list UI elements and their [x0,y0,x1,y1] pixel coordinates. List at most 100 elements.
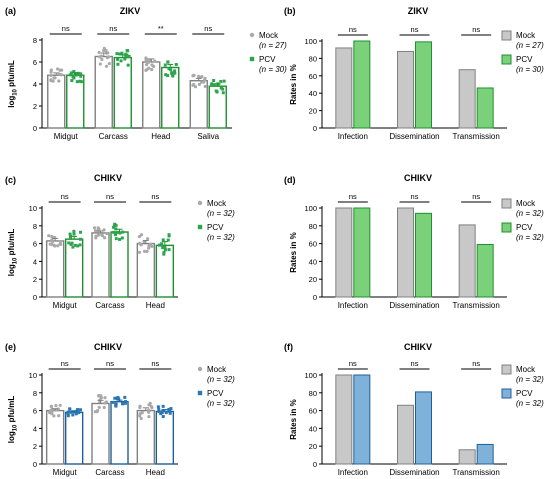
data-point-pcv [124,52,128,56]
x-tick-label: Midgut [53,468,78,477]
x-tick-label: Carcass [95,301,124,310]
legend-marker-mock [197,200,203,206]
data-point-pcv [167,407,171,411]
data-point-pcv [161,404,165,408]
y-tick-label: 2 [33,275,37,284]
legend-swatch-pcv [501,54,512,65]
data-point-mock [53,244,57,248]
x-tick-label: Head [146,301,165,310]
data-point-pcv [173,71,177,75]
legend-swatch-mock [501,364,512,375]
y-tick-label: 8 [33,389,37,398]
data-point-mock [147,246,151,250]
y-tick-label: 40 [309,257,317,266]
panel-f: (f) CHIKV 0 20 40 60 80 100 Rates in % Infection n… [284,342,544,477]
significance-label: ns [106,192,114,201]
legend-label: Mock [207,365,227,374]
data-point-pcv [124,55,128,59]
panel-b: (b) ZIKV 0 20 40 60 80 100 Rates in % Infection ns… [284,6,544,141]
bar-pcv-infection [353,40,371,129]
data-point-mock [203,84,207,89]
data-point-pcv [210,83,214,87]
chart-title: ZIKV [408,6,429,16]
bar-pcv-transmission [476,87,494,129]
y-axis-label-text: Rates in % [289,64,298,104]
y-tick-label: 40 [309,424,317,433]
data-point-pcv [112,225,116,229]
chart-title: ZIKV [120,6,141,16]
data-point-mock [97,227,101,231]
chart-title: CHIKV [94,342,122,352]
bar-mock-midgut [45,409,65,465]
data-point-mock [145,249,149,253]
data-point-pcv [77,411,81,415]
data-point-pcv [75,80,79,84]
data-point-pcv [66,414,70,418]
data-point-pcv [167,233,171,237]
data-point-mock [107,62,111,66]
data-point-mock [150,244,154,249]
x-tick-label: Transmission [453,468,500,477]
data-point-pcv [163,245,167,249]
data-point-pcv [116,396,120,400]
significance-label: ns [411,192,419,201]
panel-a: (a) ZIKV 0 2 4 6 8 log10 pfu/mL Midgut ns Carcass n… [5,6,287,141]
data-point-pcv [171,74,175,78]
data-point-pcv [215,90,219,94]
data-point-mock [192,83,196,87]
y-axis-label-subscript: 10 [13,88,19,95]
data-point-pcv [75,408,79,412]
data-point-pcv [169,407,173,411]
y-tick-label: 20 [309,442,317,451]
data-point-pcv [212,79,216,83]
data-point-pcv [72,232,76,236]
y-tick-label: 6 [33,240,37,249]
bar-pcv-dissemination [415,41,432,129]
data-point-pcv [161,409,165,413]
y-axis-label-subscript: 10 [13,257,19,264]
data-point-mock [107,55,111,59]
legend-marker-pcv [197,390,203,396]
legend-n-label: (n = 27) [259,41,287,50]
data-point-mock [56,67,60,71]
significance-label: ns [411,359,419,368]
data-point-pcv [173,69,177,73]
x-tick-label: Dissemination [389,301,439,310]
data-point-pcv [123,57,127,61]
y-tick-label: 0 [33,124,37,133]
data-point-mock [96,233,101,237]
significance-label: ns [411,25,419,34]
data-point-mock [52,76,56,80]
x-tick-label: Head [146,468,165,477]
data-point-mock [104,400,109,404]
data-point-mock [58,403,62,407]
y-tick-label: 8 [33,222,37,231]
data-point-mock [145,62,149,67]
significance-label: ns [472,25,480,34]
x-tick-label: Midgut [53,301,78,310]
legend-label: PCV [516,55,533,64]
data-point-mock [97,405,101,409]
significance-label: ns [151,359,159,368]
x-tick-label: Carcass [95,468,124,477]
legend-n-label: (n = 30) [259,65,287,74]
data-point-pcv [161,245,165,249]
data-point-mock [93,229,98,233]
bar-mock-infection [335,47,353,129]
data-point-mock [47,234,51,238]
data-point-pcv [71,410,75,414]
x-tick-label: Infection [338,301,368,310]
data-point-mock [49,79,53,83]
chart-title: CHIKV [404,342,432,352]
data-point-pcv [114,237,118,241]
data-point-pcv [126,63,130,67]
bar-pcv-dissemination [415,212,432,298]
data-point-pcv [114,233,118,237]
bar-pcv-transmission [476,443,494,465]
y-axis-label-text: Rates in % [289,232,298,272]
x-tick-label: Infection [338,468,368,477]
significance-label: ns [62,24,70,33]
data-point-pcv [79,408,83,412]
legend-n-label: (n = 32) [516,209,544,218]
